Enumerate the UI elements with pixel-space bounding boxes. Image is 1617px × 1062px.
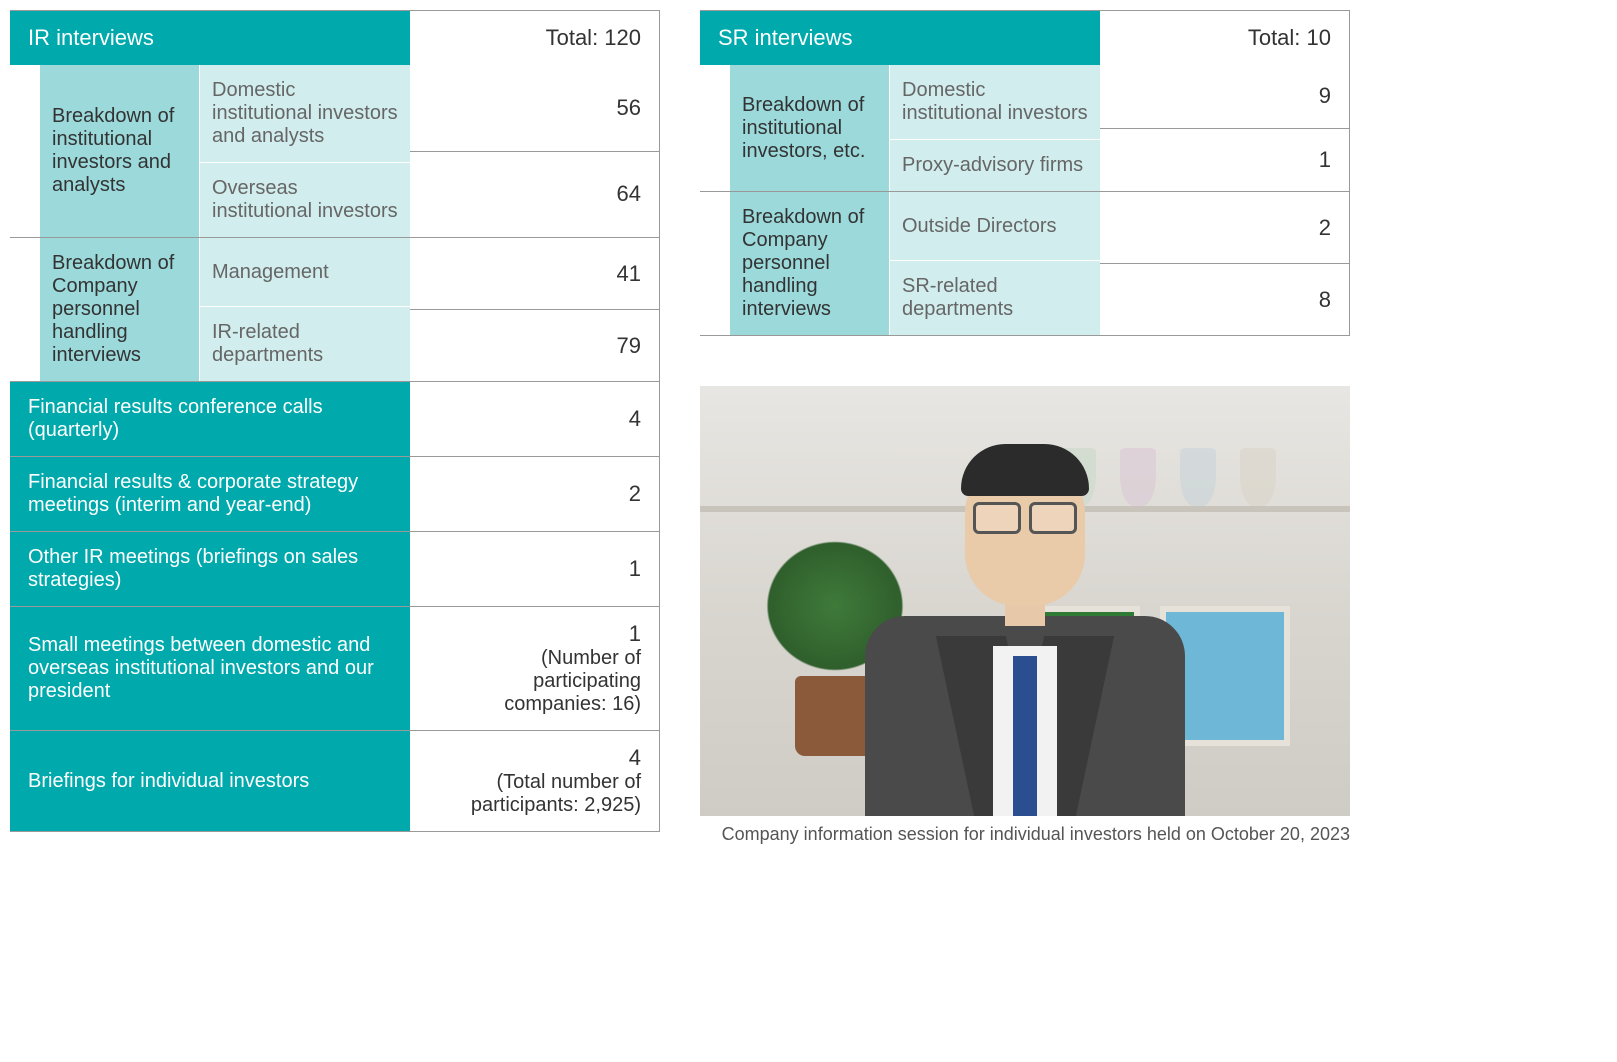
right-column: SR interviews Total: 10 Breakdown of ins… bbox=[700, 10, 1350, 845]
glasses-icon bbox=[973, 502, 1077, 528]
sr-header-label: SR interviews bbox=[700, 11, 1100, 65]
value-text: 1 bbox=[629, 621, 641, 647]
ir-simple-value: 2 bbox=[410, 457, 660, 531]
ir-simple-value: 4 bbox=[410, 382, 660, 456]
ir-value: 79 bbox=[410, 309, 659, 381]
ir-sub-col: Domestic institutional investors and ana… bbox=[200, 65, 410, 237]
ir-value: 41 bbox=[410, 238, 659, 309]
person-figure bbox=[865, 456, 1185, 816]
sr-sub-label: Domestic institutional investors bbox=[890, 65, 1100, 139]
ir-simple-label: Other IR meetings (briefings on sales st… bbox=[10, 532, 410, 606]
ir-sub-col: Management IR-related departments bbox=[200, 238, 410, 381]
vase-icon bbox=[1240, 448, 1276, 506]
sr-value: 8 bbox=[1100, 263, 1349, 335]
sr-val-col: 2 8 bbox=[1100, 192, 1350, 335]
value-text: 1 bbox=[629, 556, 641, 582]
indent-spacer bbox=[700, 192, 730, 335]
ir-simple-label: Briefings for individual investors bbox=[10, 731, 410, 831]
ir-value: 56 bbox=[410, 65, 659, 151]
plant-pot bbox=[795, 676, 875, 756]
ir-val-col: 41 79 bbox=[410, 238, 660, 381]
ir-simple-row: Financial results & corporate strategy m… bbox=[10, 457, 660, 532]
sr-value: 2 bbox=[1100, 192, 1349, 263]
sr-header-total: Total: 10 bbox=[1100, 11, 1350, 65]
ir-simple-label: Financial results conference calls (quar… bbox=[10, 382, 410, 456]
photo-caption: Company information session for individu… bbox=[700, 824, 1350, 845]
sr-sub-col: Domestic institutional investors Proxy-a… bbox=[890, 65, 1100, 191]
ir-table: IR interviews Total: 120 Breakdown of in… bbox=[10, 10, 660, 845]
sr-sub-label: SR-related departments bbox=[890, 260, 1100, 335]
ir-header-total: Total: 120 bbox=[410, 11, 660, 65]
indent-spacer bbox=[10, 238, 40, 381]
sr-sub-col: Outside Directors SR-related departments bbox=[890, 192, 1100, 335]
value-text: 4 bbox=[629, 406, 641, 432]
sr-value: 9 bbox=[1100, 65, 1349, 128]
indent-spacer bbox=[700, 65, 730, 191]
ir-sub-label: Management bbox=[200, 238, 410, 306]
ir-val-col: 56 64 bbox=[410, 65, 660, 237]
sr-category-cell: Breakdown of institutional investors, et… bbox=[730, 65, 890, 191]
vase-icon bbox=[1180, 448, 1216, 506]
ir-simple-row: Financial results conference calls (quar… bbox=[10, 382, 660, 457]
person-tie bbox=[1013, 656, 1037, 816]
person-hair bbox=[961, 444, 1089, 496]
ir-simple-value: 1 (Number of participating companies: 16… bbox=[410, 607, 660, 730]
value-text: 2 bbox=[629, 481, 641, 507]
session-photo bbox=[700, 386, 1350, 816]
ir-category-cell: Breakdown of Company personnel handling … bbox=[40, 238, 200, 381]
value-subtext: (Number of participating companies: 16) bbox=[428, 647, 641, 716]
sr-category-cell: Breakdown of Company personnel handling … bbox=[730, 192, 890, 335]
ir-simple-row: Small meetings between domestic and over… bbox=[10, 607, 660, 731]
ir-group-row: Breakdown of institutional investors and… bbox=[10, 65, 660, 238]
sr-group-row: Breakdown of institutional investors, et… bbox=[700, 65, 1350, 192]
ir-value: 64 bbox=[410, 151, 659, 238]
sr-val-col: 9 1 bbox=[1100, 65, 1350, 191]
value-text: 4 bbox=[629, 745, 641, 771]
ir-group-row: Breakdown of Company personnel handling … bbox=[10, 238, 660, 382]
ir-simple-row: Other IR meetings (briefings on sales st… bbox=[10, 532, 660, 607]
ir-simple-label: Financial results & corporate strategy m… bbox=[10, 457, 410, 531]
ir-category-cell: Breakdown of institutional investors and… bbox=[40, 65, 200, 237]
ir-sub-label: Domestic institutional investors and ana… bbox=[200, 65, 410, 162]
ir-sub-label: Overseas institutional investors bbox=[200, 162, 410, 237]
ir-simple-label: Small meetings between domestic and over… bbox=[10, 607, 410, 730]
sr-header-row: SR interviews Total: 10 bbox=[700, 10, 1350, 65]
ir-header-label: IR interviews bbox=[10, 11, 410, 65]
sr-group-row: Breakdown of Company personnel handling … bbox=[700, 192, 1350, 336]
sr-sub-label: Proxy-advisory firms bbox=[890, 139, 1100, 191]
page-container: IR interviews Total: 120 Breakdown of in… bbox=[10, 10, 1607, 845]
value-subtext: (Total number of participants: 2,925) bbox=[428, 771, 641, 817]
sr-value: 1 bbox=[1100, 128, 1349, 192]
sr-sub-label: Outside Directors bbox=[890, 192, 1100, 260]
ir-header-row: IR interviews Total: 120 bbox=[10, 10, 660, 65]
sr-table: SR interviews Total: 10 Breakdown of ins… bbox=[700, 10, 1350, 336]
ir-simple-value: 4 (Total number of participants: 2,925) bbox=[410, 731, 660, 831]
ir-sub-label: IR-related departments bbox=[200, 306, 410, 381]
ir-simple-row: Briefings for individual investors 4 (To… bbox=[10, 731, 660, 832]
ir-simple-value: 1 bbox=[410, 532, 660, 606]
indent-spacer bbox=[10, 65, 40, 237]
